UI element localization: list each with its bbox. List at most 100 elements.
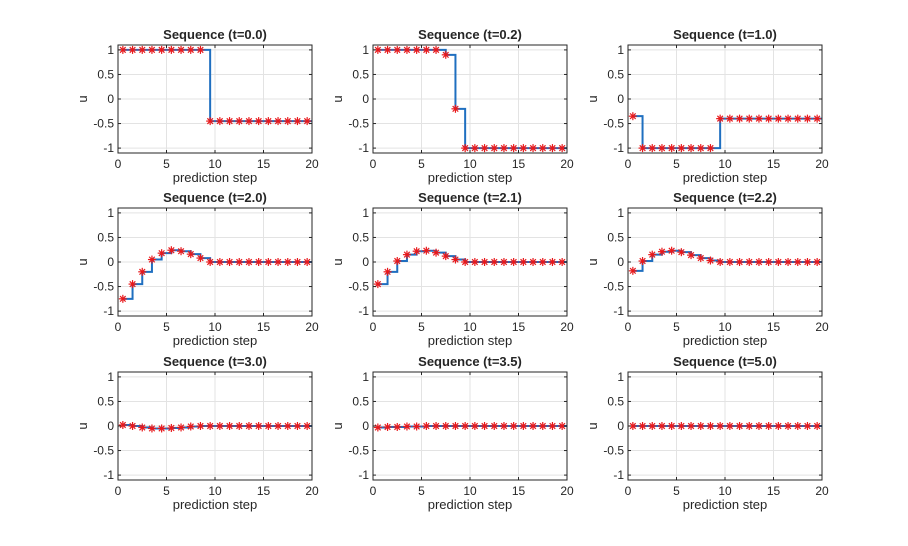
data-point	[157, 249, 166, 258]
marker-stroke	[813, 258, 821, 266]
data-point	[548, 258, 557, 266]
y-tick-label: 1	[362, 206, 369, 220]
y-tick-label: 1	[617, 206, 624, 220]
data-point	[118, 294, 127, 303]
x-tick-label: 0	[115, 320, 122, 334]
y-tick-label: -0.5	[93, 117, 114, 131]
marker-stroke	[481, 422, 488, 430]
marker-stroke	[394, 423, 401, 431]
subplot-8: 0 5 10 15 20 1 0.5 0 -0.5 -1 Sequence (t=3.5) predi…	[330, 354, 574, 512]
marker-stroke	[129, 422, 136, 430]
marker-stroke	[403, 46, 411, 54]
marker-stroke	[303, 422, 311, 430]
marker-stroke	[452, 105, 459, 113]
x-tick-label: 15	[512, 157, 526, 171]
subplot-7: 0 5 10 15 20 1 0.5 0 -0.5 -1 Sequence (t=3.0) predi…	[75, 354, 319, 512]
y-tick-label: -0.5	[603, 117, 624, 131]
data-point	[157, 45, 166, 54]
data-point	[167, 45, 176, 54]
x-tick-label: 10	[208, 320, 222, 334]
marker-stroke	[177, 46, 185, 54]
marker-stroke	[284, 258, 291, 266]
data-point	[422, 422, 431, 430]
data-point	[412, 247, 421, 256]
data-point	[687, 422, 696, 430]
data-point	[186, 45, 195, 54]
marker-stroke	[736, 258, 743, 266]
x-tick-label: 0	[625, 484, 632, 498]
subplot-9: 0 5 10 15 20 1 0.5 0 -0.5 -1 Sequence (t=5.0) predi…	[585, 354, 829, 512]
x-tick-label: 10	[718, 157, 732, 171]
y-tick-label: 0	[617, 92, 624, 106]
marker-stroke	[236, 258, 243, 266]
x-tick-label: 0	[370, 320, 377, 334]
data-point	[548, 422, 557, 430]
data-point	[499, 258, 508, 266]
x-axis-label: prediction step	[428, 333, 513, 348]
data-point	[667, 144, 676, 153]
subplot-5: 0 5 10 15 20 1 0.5 0 -0.5 -1 Sequence (t=2.1) predi…	[330, 190, 574, 348]
y-tick-label: -1	[613, 304, 624, 318]
x-tick-label: 15	[512, 320, 526, 334]
data-point	[764, 258, 773, 266]
x-axis-label: prediction step	[683, 497, 768, 512]
marker-stroke	[639, 257, 646, 265]
marker-stroke	[403, 423, 411, 430]
marker-stroke	[765, 115, 772, 122]
data-point	[206, 117, 215, 126]
data-point	[764, 422, 773, 430]
marker-stroke	[746, 115, 753, 122]
data-point	[480, 144, 489, 153]
marker-stroke	[274, 422, 282, 430]
marker-stroke	[520, 258, 527, 266]
marker-stroke	[707, 257, 714, 264]
marker-stroke	[668, 247, 675, 254]
x-tick-label: 15	[767, 157, 781, 171]
marker-stroke	[697, 254, 704, 262]
marker-stroke	[461, 422, 469, 430]
data-point	[303, 422, 312, 430]
data-point	[432, 45, 441, 54]
data-point	[118, 45, 127, 54]
data-point	[264, 258, 273, 266]
marker-stroke	[158, 425, 165, 432]
data-point	[638, 257, 647, 266]
marker-stroke	[216, 117, 224, 125]
marker-stroke	[461, 144, 469, 152]
marker-stroke	[226, 258, 233, 266]
data-point	[147, 424, 156, 433]
marker-stroke	[736, 422, 743, 430]
y-tick-label: 0	[362, 419, 369, 433]
subplot-title: Sequence (t=1.0)	[673, 27, 777, 42]
subplot-6: 0 5 10 15 20 1 0.5 0 -0.5 -1 Sequence (t=2.2) predi…	[585, 190, 829, 348]
marker-stroke	[197, 46, 204, 54]
data-point	[490, 422, 499, 430]
x-tick-label: 20	[305, 157, 319, 171]
marker-stroke	[471, 258, 479, 266]
data-point	[774, 114, 783, 123]
marker-stroke	[187, 250, 194, 258]
marker-stroke	[139, 424, 146, 431]
data-point	[509, 258, 518, 266]
data-point	[461, 422, 470, 430]
marker-stroke	[794, 258, 801, 266]
marker-stroke	[649, 251, 656, 258]
data-point	[648, 250, 657, 259]
marker-stroke	[236, 422, 243, 430]
data-point	[657, 247, 666, 256]
data-point	[383, 45, 392, 54]
marker-stroke	[432, 249, 440, 256]
y-axis-label: u	[330, 422, 345, 429]
data-point	[283, 258, 292, 266]
x-tick-label: 0	[370, 484, 377, 498]
marker-stroke	[500, 258, 508, 266]
data-point	[274, 422, 283, 430]
x-tick-label: 20	[815, 157, 829, 171]
x-tick-label: 10	[718, 484, 732, 498]
marker-stroke	[649, 422, 656, 430]
data-point	[383, 422, 392, 431]
data-point	[283, 117, 292, 126]
marker-stroke	[442, 422, 449, 430]
marker-stroke	[413, 247, 420, 255]
